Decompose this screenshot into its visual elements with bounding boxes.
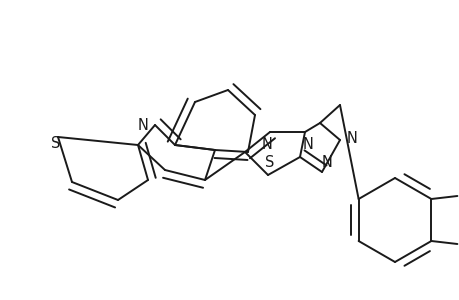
Text: S: S bbox=[265, 154, 274, 169]
Text: S: S bbox=[51, 136, 61, 151]
Text: N: N bbox=[137, 118, 148, 133]
Text: N: N bbox=[302, 136, 313, 152]
Text: N: N bbox=[261, 136, 272, 152]
Text: N: N bbox=[346, 130, 357, 146]
Text: N: N bbox=[321, 154, 332, 169]
